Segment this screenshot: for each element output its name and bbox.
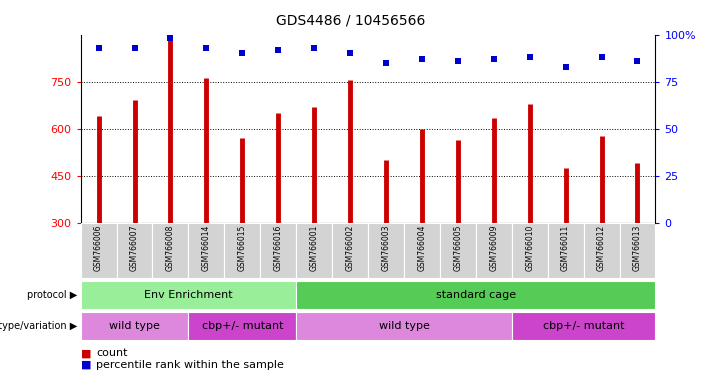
Text: GSM766014: GSM766014 [202, 224, 211, 271]
Bar [620, 223, 655, 278]
Text: GSM766004: GSM766004 [417, 224, 426, 271]
Text: GSM766007: GSM766007 [130, 224, 139, 271]
Text: GSM766013: GSM766013 [633, 224, 642, 271]
Point [165, 35, 176, 41]
Text: GSM766009: GSM766009 [489, 224, 498, 271]
Text: GSM766008: GSM766008 [166, 224, 175, 271]
Bar [297, 312, 512, 340]
Point [344, 50, 355, 56]
Text: GSM766003: GSM766003 [381, 224, 390, 271]
Bar [116, 223, 153, 278]
Text: GSM766012: GSM766012 [597, 224, 606, 271]
Bar [297, 281, 655, 309]
Text: GSM766011: GSM766011 [561, 224, 570, 271]
Bar [81, 281, 297, 309]
Point [560, 63, 571, 70]
Bar [476, 223, 512, 278]
Bar [153, 223, 189, 278]
Bar [189, 312, 297, 340]
Point [129, 45, 140, 51]
Point [273, 46, 284, 53]
Text: count: count [96, 348, 128, 358]
Bar [404, 223, 440, 278]
Text: GSM766006: GSM766006 [94, 224, 103, 271]
Text: GSM766015: GSM766015 [238, 224, 247, 271]
Bar [260, 223, 297, 278]
Bar [368, 223, 404, 278]
Point [632, 58, 643, 64]
Text: Env Enrichment: Env Enrichment [144, 290, 233, 300]
Text: GSM766002: GSM766002 [346, 224, 355, 271]
Text: GSM766001: GSM766001 [310, 224, 319, 271]
Bar [224, 223, 260, 278]
Bar [584, 223, 620, 278]
Text: percentile rank within the sample: percentile rank within the sample [96, 360, 284, 370]
Bar [297, 223, 332, 278]
Point [416, 56, 428, 62]
Point [93, 45, 104, 51]
Point [596, 54, 607, 60]
Text: GSM766016: GSM766016 [273, 224, 283, 271]
Text: ■: ■ [81, 360, 91, 370]
Text: wild type: wild type [109, 321, 160, 331]
Bar [81, 312, 189, 340]
Text: ■: ■ [81, 348, 91, 358]
Text: genotype/variation ▶: genotype/variation ▶ [0, 321, 77, 331]
Bar [189, 223, 224, 278]
Bar [512, 312, 655, 340]
Bar [81, 223, 116, 278]
Bar [332, 223, 368, 278]
Text: cbp+/- mutant: cbp+/- mutant [201, 321, 283, 331]
Text: cbp+/- mutant: cbp+/- mutant [543, 321, 625, 331]
Bar [512, 223, 547, 278]
Text: standard cage: standard cage [436, 290, 516, 300]
Text: GSM766005: GSM766005 [454, 224, 463, 271]
Point [452, 58, 463, 64]
Point [200, 45, 212, 51]
Point [308, 45, 320, 51]
Point [524, 54, 536, 60]
Point [381, 60, 392, 66]
Text: protocol ▶: protocol ▶ [27, 290, 77, 300]
Point [237, 50, 248, 56]
Bar [547, 223, 584, 278]
Point [488, 56, 499, 62]
Text: GSM766010: GSM766010 [525, 224, 534, 271]
Text: wild type: wild type [379, 321, 430, 331]
Text: GDS4486 / 10456566: GDS4486 / 10456566 [275, 13, 426, 27]
Bar [440, 223, 476, 278]
